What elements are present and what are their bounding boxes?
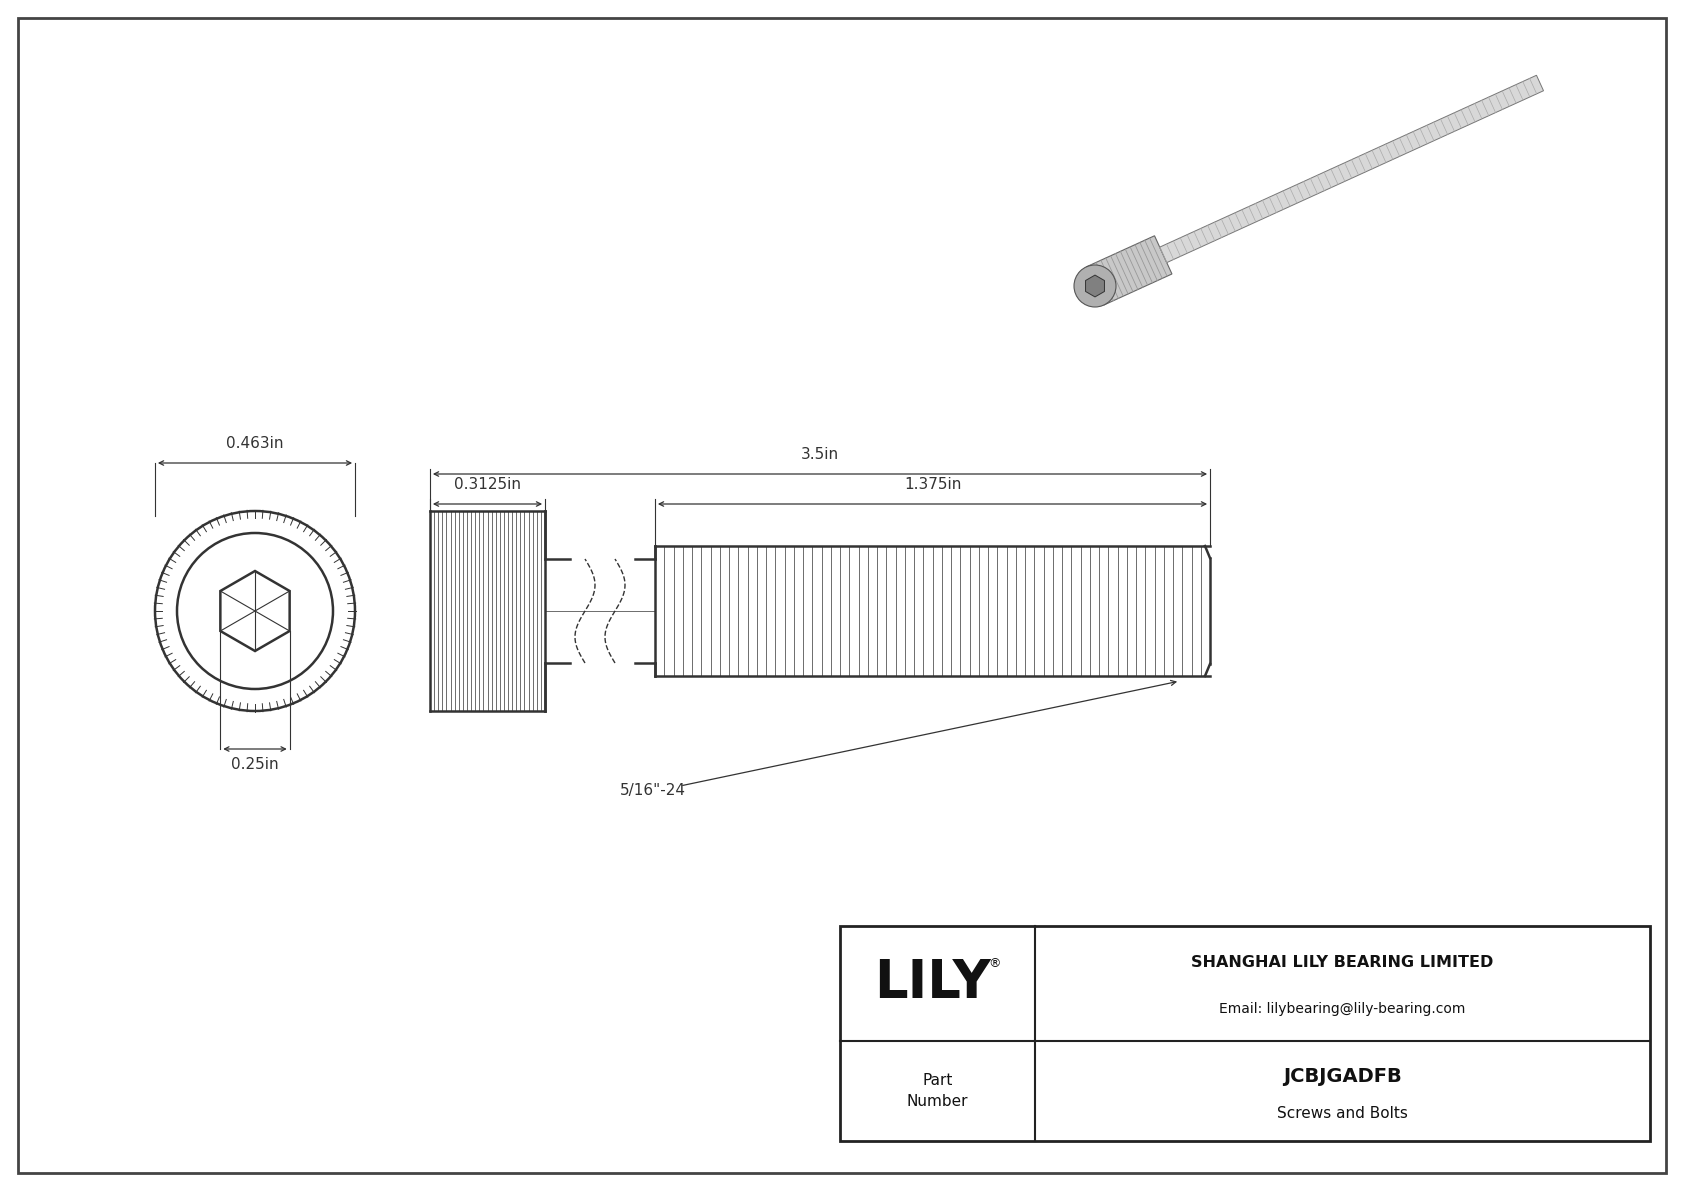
Text: LILY: LILY bbox=[874, 958, 990, 1010]
Text: Part
Number: Part Number bbox=[906, 1073, 968, 1109]
Text: 3.5in: 3.5in bbox=[802, 447, 839, 462]
Text: 5/16"-24: 5/16"-24 bbox=[620, 784, 685, 798]
Text: SHANGHAI LILY BEARING LIMITED: SHANGHAI LILY BEARING LIMITED bbox=[1191, 955, 1494, 971]
Text: ®: ® bbox=[989, 958, 1000, 969]
Text: JCBJGADFB: JCBJGADFB bbox=[1283, 1066, 1401, 1085]
Text: 0.3125in: 0.3125in bbox=[455, 478, 520, 492]
Text: 1.375in: 1.375in bbox=[904, 478, 962, 492]
Bar bbox=[840, 925, 1650, 1141]
Text: 0.463in: 0.463in bbox=[226, 436, 283, 451]
Text: 0.25in: 0.25in bbox=[231, 757, 280, 772]
Polygon shape bbox=[1160, 75, 1544, 262]
Text: Screws and Bolts: Screws and Bolts bbox=[1276, 1105, 1408, 1121]
Circle shape bbox=[1074, 266, 1116, 307]
Polygon shape bbox=[1086, 275, 1105, 297]
Text: Email: lilybearing@lily-bearing.com: Email: lilybearing@lily-bearing.com bbox=[1219, 1002, 1465, 1016]
Polygon shape bbox=[1086, 236, 1172, 305]
